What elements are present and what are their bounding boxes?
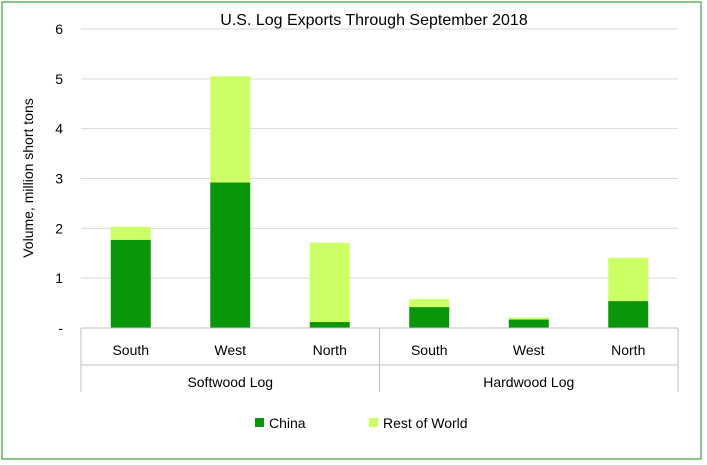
- group-label: Softwood Log: [187, 374, 273, 390]
- bar-rest-of-world: [508, 317, 549, 320]
- bar-china: [210, 182, 251, 328]
- y-tick-label: 5: [55, 71, 63, 87]
- x-axis: South West North South West North Softwood Log…: [80, 327, 679, 392]
- legend-label: China: [269, 415, 306, 431]
- group-label: Hardwood Log: [483, 374, 574, 390]
- bar-rest-of-world: [309, 242, 350, 323]
- legend-swatch: [255, 418, 264, 427]
- y-axis-ticks: - 1 2 3 4 5 6: [55, 21, 63, 336]
- chart-border: [1, 1, 702, 460]
- legend-label: Rest of World: [383, 415, 468, 431]
- bar-rest-of-world: [608, 257, 649, 302]
- legend-swatch: [369, 418, 378, 427]
- x-tick-label: North: [313, 342, 347, 358]
- x-tick-label: South: [112, 342, 149, 358]
- x-tick-label: West: [214, 342, 246, 358]
- x-tick-label: West: [513, 342, 545, 358]
- bar-china: [409, 307, 450, 328]
- bars: [110, 76, 649, 328]
- bar-rest-of-world: [210, 76, 251, 183]
- legend: China Rest of World: [255, 415, 468, 431]
- y-tick-label: -: [58, 320, 63, 336]
- bar-rest-of-world: [110, 226, 151, 240]
- x-tick-label: North: [611, 342, 645, 358]
- y-axis-label: Volume, million short tons: [20, 98, 36, 258]
- y-tick-label: 2: [55, 220, 63, 236]
- y-tick-label: 1: [55, 270, 63, 286]
- bar-china: [608, 301, 649, 328]
- x-tick-label: South: [411, 342, 448, 358]
- y-tick-label: 6: [55, 21, 63, 37]
- bar-china: [110, 239, 151, 328]
- bar-china: [508, 319, 549, 328]
- bar-china: [309, 322, 350, 328]
- gridlines: [81, 28, 678, 279]
- bar-rest-of-world: [409, 299, 450, 308]
- y-tick-label: 3: [55, 171, 63, 187]
- y-tick-label: 4: [55, 121, 63, 137]
- chart-title: U.S. Log Exports Through September 2018: [220, 12, 528, 29]
